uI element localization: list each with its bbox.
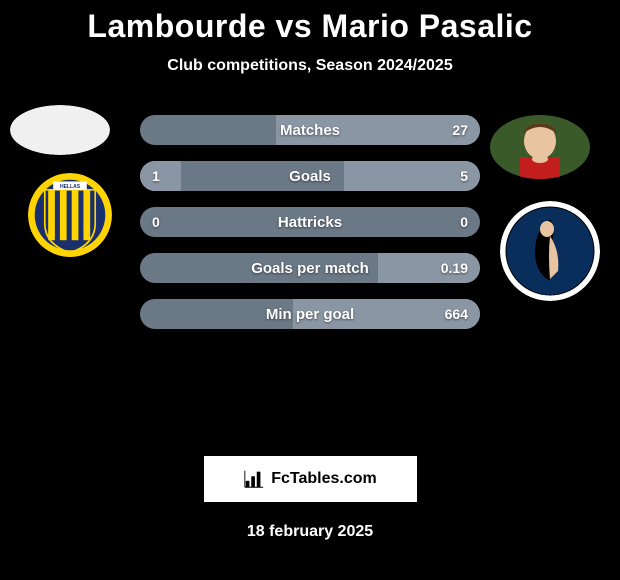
stat-right-value: 27 — [452, 122, 468, 138]
player-photo-icon — [490, 115, 590, 179]
stat-right-value: 5 — [460, 168, 468, 184]
bar-chart-icon — [243, 468, 265, 490]
left-player-avatar — [10, 105, 110, 155]
stat-right-value: 0.19 — [441, 260, 468, 276]
stat-label: Matches — [280, 122, 340, 139]
left-club-badge: HELLAS — [28, 173, 112, 257]
main-area: HELLAS 1907 — [0, 105, 620, 445]
subtitle: Club competitions, Season 2024/2025 — [0, 57, 620, 75]
stat-row: Matches 27 — [140, 115, 480, 145]
stat-rows: Matches 27 1 Goals 5 0 Hattricks 0 Goals per mat… — [140, 115, 480, 345]
stat-fill-left — [140, 161, 181, 191]
stat-label: Hattricks — [278, 214, 342, 231]
svg-text:1907: 1907 — [541, 288, 559, 297]
stat-right-value: 664 — [445, 306, 468, 322]
right-club-badge: 1907 — [500, 201, 600, 301]
placeholder-avatar-icon — [10, 105, 110, 155]
stat-row: 1 Goals 5 — [140, 161, 480, 191]
svg-text:HELLAS: HELLAS — [60, 184, 81, 190]
stat-label: Goals — [289, 168, 331, 185]
stat-left-value: 1 — [152, 168, 160, 184]
date-line: 18 february 2025 — [0, 523, 620, 541]
stat-label: Goals per match — [251, 260, 369, 277]
footer-brand-text: FcTables.com — [271, 470, 377, 488]
atalanta-badge-icon: 1907 — [500, 201, 600, 301]
stat-left-value: 0 — [152, 214, 160, 230]
stat-row: 0 Hattricks 0 — [140, 207, 480, 237]
hellas-verona-badge-icon: HELLAS — [28, 173, 112, 257]
right-player-avatar — [490, 115, 590, 179]
stat-row: Goals per match 0.19 — [140, 253, 480, 283]
stat-row: Min per goal 664 — [140, 299, 480, 329]
stat-right-value: 0 — [460, 214, 468, 230]
stat-label: Min per goal — [266, 306, 354, 323]
page-title: Lambourde vs Mario Pasalic — [0, 8, 620, 45]
footer-brand-badge: FcTables.com — [203, 455, 418, 503]
comparison-card: Lambourde vs Mario Pasalic Club competit… — [0, 0, 620, 541]
